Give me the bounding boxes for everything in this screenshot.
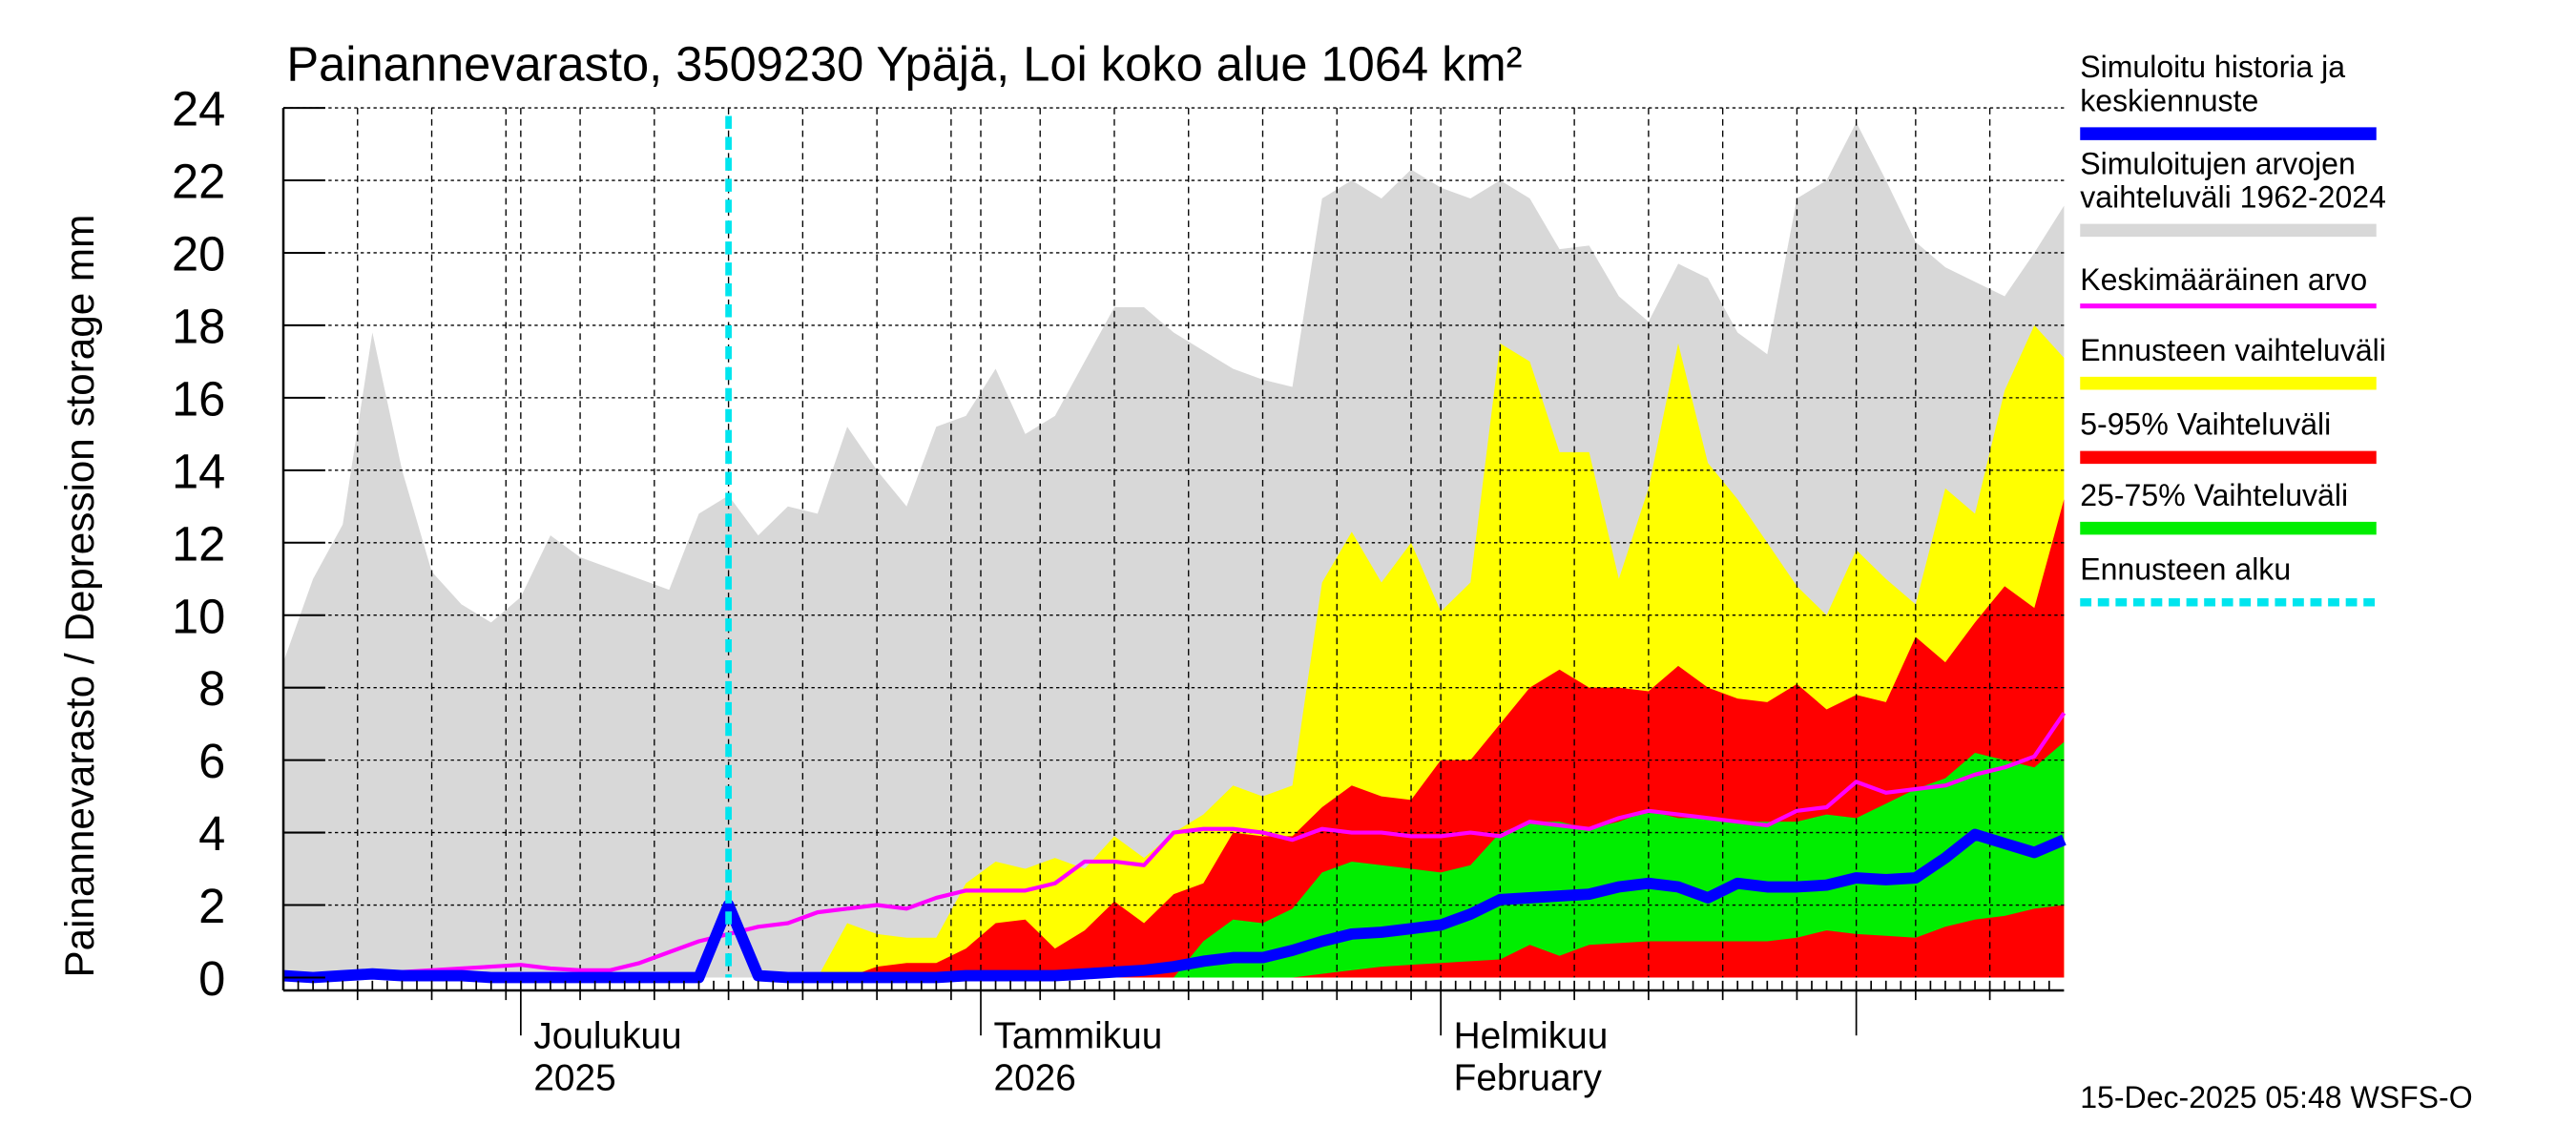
y-tick-label: 10 xyxy=(172,589,225,643)
year-label: February xyxy=(1454,1058,1603,1099)
y-tick-label: 8 xyxy=(198,661,225,716)
axes-layer: 024681012141618202224Joulukuu2025Tammiku… xyxy=(172,82,2065,1099)
legend-label: vaihteluväli 1962-2024 xyxy=(2080,180,2386,215)
chart-title: Painannevarasto, 3509230 Ypäjä, Loi koko… xyxy=(286,36,1522,91)
legend-label: 5-95% Vaihteluväli xyxy=(2080,407,2331,442)
year-label: 2025 xyxy=(533,1058,615,1099)
month-label: Joulukuu xyxy=(533,1016,681,1057)
series-line-4 xyxy=(283,712,2067,980)
month-label: Tammikuu xyxy=(993,1016,1162,1057)
y-tick-label: 22 xyxy=(172,155,225,209)
y-tick-label: 20 xyxy=(172,227,225,281)
legend-label: Keskimääräinen arvo xyxy=(2080,262,2367,297)
lines-layer xyxy=(282,115,2067,984)
legend-label: keskiennuste xyxy=(2080,83,2258,117)
legend-label: Ennusteen alku xyxy=(2080,552,2291,587)
y-tick-label: 6 xyxy=(198,734,225,788)
y-tick-label: 12 xyxy=(172,516,225,571)
legend-label: Ennusteen vaihteluväli xyxy=(2080,333,2386,367)
y-tick-label: 18 xyxy=(172,299,225,353)
y-tick-label: 4 xyxy=(198,806,225,861)
year-label: 2026 xyxy=(993,1058,1075,1099)
y-axis-label: Painannevarasto / Depression storage mm xyxy=(57,215,102,978)
y-tick-label: 14 xyxy=(172,444,225,498)
legend-label: Simuloitu historia ja xyxy=(2080,50,2345,84)
series-line-5 xyxy=(282,828,2067,984)
timestamp: 15-Dec-2025 05:48 WSFS-O xyxy=(2080,1080,2472,1114)
grid-layer xyxy=(283,107,2065,978)
y-tick-label: 24 xyxy=(172,82,225,136)
legend-label: Simuloitujen arvojen xyxy=(2080,146,2356,180)
y-tick-label: 2 xyxy=(198,879,225,933)
y-tick-label: 16 xyxy=(172,371,225,426)
month-label: Helmikuu xyxy=(1454,1016,1609,1057)
y-tick-label: 0 xyxy=(198,951,225,1006)
legend-label: 25-75% Vaihteluväli xyxy=(2080,478,2348,512)
band-3 xyxy=(283,741,2065,978)
